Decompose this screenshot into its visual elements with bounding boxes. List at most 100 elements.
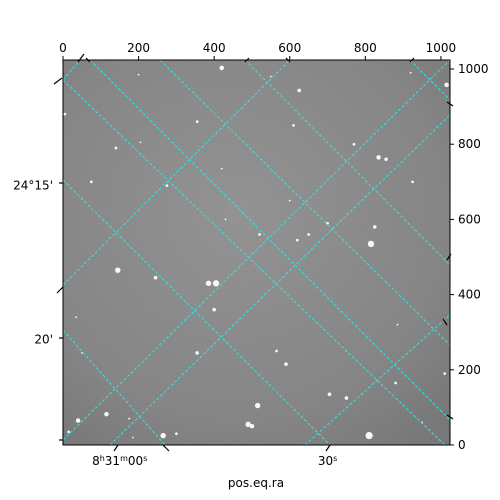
star xyxy=(160,432,166,439)
world-tick-mark xyxy=(162,444,170,452)
world-tick-mark xyxy=(409,57,415,63)
ra-unit-superscript: h xyxy=(100,454,105,463)
star xyxy=(137,73,140,76)
world-tick-mark xyxy=(113,444,119,452)
star xyxy=(288,199,291,202)
grid-line xyxy=(63,79,446,445)
y-tick-label: 400 xyxy=(458,288,481,302)
star xyxy=(220,167,223,170)
star xyxy=(396,323,399,326)
x-tick-label: 400 xyxy=(203,41,226,55)
grid-line xyxy=(63,329,166,445)
star xyxy=(128,417,131,420)
x-tick-label: 800 xyxy=(354,41,377,55)
star xyxy=(63,112,67,116)
star xyxy=(372,225,377,229)
x-axis-top: 0 200 400 600 800 1000 xyxy=(59,41,456,60)
star xyxy=(205,280,212,287)
grid-line xyxy=(304,314,450,445)
star xyxy=(409,71,412,74)
grid-line xyxy=(159,60,450,346)
star xyxy=(115,267,121,273)
grid-line xyxy=(63,60,81,81)
grid-line xyxy=(63,179,331,445)
star xyxy=(411,180,414,184)
star xyxy=(139,141,142,144)
coordinate-grid xyxy=(63,60,450,445)
star xyxy=(153,275,158,280)
star xyxy=(269,75,272,78)
ra-unit-superscript: s xyxy=(333,454,337,463)
world-tick-mark xyxy=(442,318,448,326)
star xyxy=(275,349,278,353)
world-tick-mark xyxy=(56,286,64,294)
x-axis-title: pos.eq.ra xyxy=(228,476,284,490)
star xyxy=(245,421,251,428)
ra-tick-label: 8h31m00s xyxy=(92,454,147,469)
ra-tick-label: 30s xyxy=(318,454,337,469)
star xyxy=(175,432,178,436)
ra-axis-labels: 8h31m00s 30s xyxy=(92,454,337,469)
y-tick-label: 200 xyxy=(458,363,481,377)
world-tick-mark xyxy=(446,101,454,107)
star xyxy=(352,142,356,146)
y-tick-label: 0 xyxy=(458,438,466,452)
y-tick-label: 1000 xyxy=(458,62,489,76)
star xyxy=(444,82,449,88)
world-tick-mark xyxy=(53,77,63,85)
grid-line xyxy=(244,60,450,266)
star xyxy=(249,423,255,429)
grid-line xyxy=(63,60,291,286)
x-tick-label: 1000 xyxy=(426,41,457,55)
star xyxy=(367,240,375,248)
sky-noise xyxy=(63,60,450,445)
world-tick-mark xyxy=(446,414,454,420)
grid-line xyxy=(409,60,450,101)
star xyxy=(284,362,288,366)
star xyxy=(75,418,81,423)
star xyxy=(376,155,381,160)
ra-unit-superscript: s xyxy=(143,454,147,463)
star xyxy=(80,351,83,354)
ra-unit-superscript: m xyxy=(120,454,128,463)
star xyxy=(394,381,397,385)
grid-line xyxy=(109,114,450,445)
star xyxy=(67,430,71,434)
world-tick-mark xyxy=(285,57,291,63)
star xyxy=(114,146,118,150)
y-tick-label: 800 xyxy=(458,137,481,151)
star xyxy=(219,65,224,71)
star xyxy=(365,432,373,440)
star xyxy=(443,372,447,375)
world-tick-mark xyxy=(85,57,91,63)
ra-value: 8 xyxy=(92,454,100,468)
grid-line xyxy=(63,60,450,441)
star xyxy=(295,238,299,242)
star xyxy=(292,124,295,127)
plot-frame xyxy=(62,59,451,446)
world-tick-mark xyxy=(244,57,250,63)
x-tick-label: 0 xyxy=(59,41,67,55)
dec-tick-label: 24°15' xyxy=(13,179,53,193)
star xyxy=(384,157,388,162)
world-ticks xyxy=(53,53,454,452)
y-axis-right: 0 200 400 600 800 1000 xyxy=(450,62,489,452)
star xyxy=(132,436,134,439)
star xyxy=(212,280,220,287)
star xyxy=(307,233,311,236)
ra-value: 30 xyxy=(318,454,333,468)
star xyxy=(254,402,261,409)
star xyxy=(195,351,199,355)
star xyxy=(165,184,169,187)
star xyxy=(327,392,332,397)
ra-value: 00 xyxy=(128,454,143,468)
stars-layer xyxy=(63,65,449,440)
star xyxy=(89,180,93,184)
star xyxy=(104,411,109,417)
world-tick-mark xyxy=(77,53,85,63)
world-tick-mark xyxy=(446,253,452,261)
x-tick-label: 600 xyxy=(278,41,301,55)
star xyxy=(297,88,302,93)
world-tick-mark xyxy=(325,444,331,452)
